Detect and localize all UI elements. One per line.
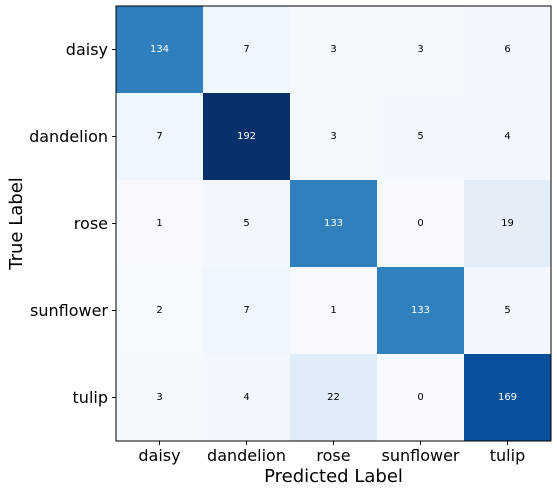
x-tick-label: sunflower	[382, 446, 460, 465]
cell-value-labels: 134 7 3 3 67 192 3 5 41 5 133 0 192 7 1 133 53 4 22 0 169	[150, 44, 517, 403]
cell-value-label: 7	[156, 131, 162, 142]
heatmap-cell	[116, 267, 204, 355]
cell-value-label: 133	[324, 218, 343, 229]
cell-value-label: 1	[330, 305, 336, 316]
heatmap-cell	[290, 93, 378, 181]
heatmap-cell	[464, 267, 552, 355]
heatmap-cell	[203, 267, 291, 355]
heatmap-cell	[203, 354, 291, 442]
heatmap-cell	[116, 180, 204, 268]
heatmap-cells	[116, 6, 552, 442]
cell-value-label: 4	[243, 392, 249, 403]
cell-value-label: 5	[243, 218, 249, 229]
cell-value-label: 3	[330, 44, 336, 55]
y-tick-label: rose	[74, 214, 108, 233]
cell-value-label: 133	[411, 305, 430, 316]
cell-value-label: 7	[243, 305, 249, 316]
heatmap-cell	[377, 354, 465, 442]
cell-value-label: 5	[504, 305, 510, 316]
cell-value-label: 0	[417, 218, 423, 229]
cell-value-label: 3	[156, 392, 162, 403]
heatmap-cell	[203, 6, 291, 94]
cell-value-label: 4	[504, 131, 510, 142]
heatmap-cell	[290, 6, 378, 94]
x-tick-label: daisy	[138, 446, 180, 465]
heatmap-cell	[290, 180, 378, 268]
heatmap-cell	[464, 354, 552, 442]
y-tick-labels: daisy dandelion rose sunflower tulip	[29, 40, 116, 407]
cell-value-label: 2	[156, 305, 162, 316]
y-tick-label: dandelion	[29, 127, 108, 146]
y-tick-label: sunflower	[30, 301, 108, 320]
heatmap-cell	[290, 267, 378, 355]
y-tick-label: daisy	[66, 40, 108, 59]
heatmap-cell	[290, 354, 378, 442]
x-axis-label: Predicted Label	[264, 466, 403, 487]
heatmap-cell	[377, 267, 465, 355]
heatmap-cell	[116, 6, 204, 94]
x-tick-label: dandelion	[207, 446, 286, 465]
x-tick-labels: daisy dandelion rose sunflower tulip	[138, 441, 525, 465]
cell-value-label: 19	[501, 218, 514, 229]
cell-value-label: 6	[504, 44, 510, 55]
cell-value-label: 3	[417, 44, 423, 55]
x-tick-label: rose	[316, 446, 350, 465]
heatmap-cell	[464, 93, 552, 181]
cell-value-label: 169	[498, 392, 517, 403]
cell-value-label: 1	[156, 218, 162, 229]
y-tick-label: tulip	[73, 388, 108, 407]
cell-value-label: 3	[330, 131, 336, 142]
cell-value-label: 0	[417, 392, 423, 403]
heatmap-cell	[464, 180, 552, 268]
heatmap-cell	[203, 93, 291, 181]
cell-value-label: 134	[150, 44, 169, 55]
y-axis-label: True Label	[6, 177, 27, 271]
heatmap-cell	[203, 180, 291, 268]
heatmap-cell	[377, 93, 465, 181]
x-tick-label: tulip	[490, 446, 525, 465]
heatmap-cell	[377, 180, 465, 268]
heatmap-cell	[116, 354, 204, 442]
heatmap-cell	[377, 6, 465, 94]
cell-value-label: 22	[327, 392, 340, 403]
heatmap-cell	[464, 6, 552, 94]
cell-value-label: 5	[417, 131, 423, 142]
cell-value-label: 7	[243, 44, 249, 55]
cell-value-label: 192	[237, 131, 256, 142]
heatmap-cell	[116, 93, 204, 181]
